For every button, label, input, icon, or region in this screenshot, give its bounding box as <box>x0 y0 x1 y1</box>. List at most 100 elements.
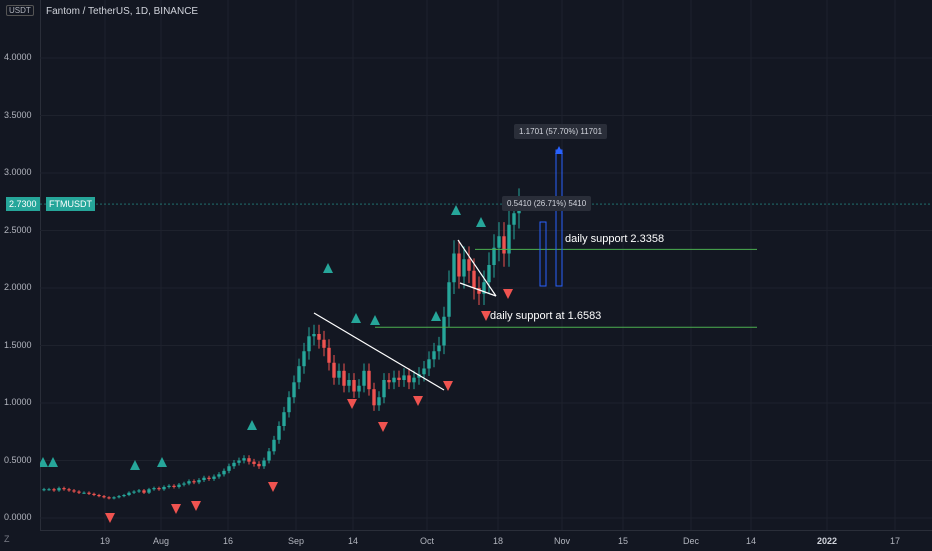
measure-label-2[interactable]: 0.5410 (26.71%) 5410 <box>502 196 592 211</box>
candle-body <box>222 470 226 475</box>
candle-body <box>152 488 156 490</box>
buy-signal-icon <box>370 315 380 325</box>
candle-body <box>267 451 271 461</box>
measure-box-1 <box>539 221 547 287</box>
measure-label-1[interactable]: 1.1701 (57.70%) 11701 <box>514 124 608 139</box>
x-tick-label: Dec <box>682 536 700 546</box>
measure-arrow <box>555 146 563 154</box>
candle-body <box>107 497 111 499</box>
currency-label[interactable]: USDT <box>6 5 34 16</box>
candle-body <box>252 461 256 464</box>
candle-body <box>87 492 91 494</box>
candlestick-chart <box>40 0 932 530</box>
candle-body <box>477 288 481 294</box>
candle-body <box>212 476 216 479</box>
candle-body <box>467 259 471 271</box>
buy-signal-icon <box>323 263 333 273</box>
zoom-button[interactable]: Z <box>4 534 10 544</box>
candle-body <box>262 460 266 467</box>
candle-body <box>417 374 421 378</box>
candle-body <box>137 490 141 492</box>
x-tick-label: Oct <box>419 536 435 546</box>
candle-body <box>187 481 191 484</box>
candle-body <box>362 370 366 386</box>
buy-signal-icon <box>247 420 257 430</box>
candle-body <box>512 213 516 225</box>
candle-body <box>52 489 56 491</box>
candle-body <box>162 486 166 490</box>
candle-body <box>197 480 201 483</box>
candle-body <box>247 458 251 462</box>
candle-body <box>337 370 341 378</box>
candle-body <box>182 483 186 485</box>
chart-title: Fantom / TetherUS, 1D, BINANCE <box>46 6 199 17</box>
y-tick-label: 0.5000 <box>4 454 32 465</box>
measure-box-2 <box>555 149 563 287</box>
candle-body <box>442 316 446 346</box>
buy-signal-icon <box>431 311 441 321</box>
x-tick-label: Sep <box>287 536 305 546</box>
y-tick-label: 1.5000 <box>4 339 32 350</box>
candle-body <box>312 334 316 337</box>
candle-body <box>287 397 291 413</box>
candle-body <box>177 484 181 487</box>
candle-body <box>92 493 96 495</box>
candle-body <box>47 489 51 491</box>
candle-body <box>407 375 411 383</box>
candle-body <box>427 359 431 369</box>
candle-body <box>257 463 261 467</box>
sell-signal-icon <box>105 513 115 523</box>
support-low-annotation[interactable]: daily support at 1.6583 <box>490 310 602 322</box>
support-high-annotation[interactable]: daily support 2.3358 <box>565 233 665 245</box>
trendline-1 <box>313 312 445 391</box>
sell-signal-icon <box>191 501 201 511</box>
trendline-2 <box>457 239 497 297</box>
candle-body <box>292 382 296 398</box>
y-tick-label: 3.0000 <box>4 167 32 177</box>
candle-body <box>272 439 276 452</box>
buy-signal-icon <box>351 313 361 323</box>
candle-body <box>452 253 456 283</box>
sell-signal-icon <box>481 311 491 321</box>
candle-body <box>237 460 241 463</box>
candle-body <box>122 495 126 497</box>
candle-body <box>167 485 171 487</box>
candle-body <box>42 489 46 491</box>
candle-body <box>487 265 491 283</box>
candle-body <box>462 259 466 277</box>
candle-body <box>357 385 361 392</box>
candle-body <box>397 377 401 380</box>
candle-body <box>277 426 281 440</box>
x-tick-label: Aug <box>152 536 170 546</box>
candle-body <box>372 389 376 406</box>
candle-body <box>302 351 306 367</box>
buy-signal-icon <box>157 457 167 467</box>
candle-body <box>457 253 461 277</box>
candle-body <box>227 466 231 471</box>
sell-signal-icon <box>378 422 388 432</box>
x-tick-label: 16 <box>222 536 234 546</box>
buy-signal-icon <box>48 457 58 467</box>
candle-body <box>127 492 131 495</box>
candle-body <box>72 490 76 492</box>
candle-body <box>327 347 331 363</box>
candle-body <box>432 351 436 360</box>
candle-body <box>497 236 501 248</box>
candle-body <box>322 339 326 348</box>
price-axis[interactable]: 4.0000 3.5000 3.0000 2.5000 2.0000 1.5000 1.00… <box>0 0 41 530</box>
time-axis[interactable]: 19 Aug 16 Sep 14 Oct 18 Nov 15 Dec 14 2022 17 <box>40 530 932 551</box>
candle-body <box>392 377 396 383</box>
candle-body <box>447 282 451 317</box>
candle-body <box>82 492 86 494</box>
x-tick-label: 18 <box>492 536 504 546</box>
sell-signal-icon <box>413 396 423 406</box>
sell-signal-icon <box>443 381 453 391</box>
candle-body <box>422 368 426 375</box>
symbol-tag: FTMUSDT <box>46 197 95 211</box>
candle-body <box>332 362 336 378</box>
candle-body <box>102 496 106 498</box>
buy-signal-icon <box>40 457 48 467</box>
candle-body <box>62 488 66 490</box>
chart-area[interactable] <box>40 0 932 530</box>
candle-body <box>502 236 506 254</box>
